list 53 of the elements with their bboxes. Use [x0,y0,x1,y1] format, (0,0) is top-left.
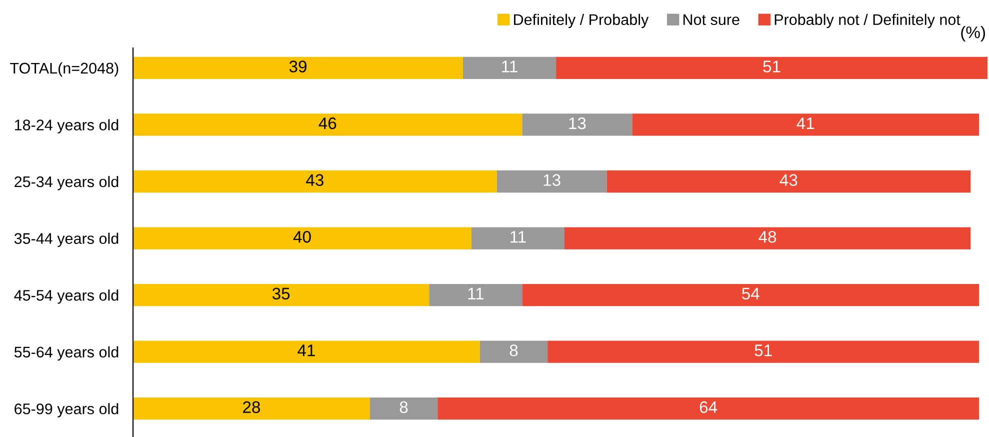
data-label: 8 [400,401,408,414]
data-label: 11 [502,60,518,72]
bar [471,227,564,250]
data-label: 41 [298,344,315,356]
bar [522,284,980,306]
legend-label: Probably not / Definitely not [774,14,960,28]
y-tick-label: 25-34 years old [14,176,118,190]
data-label: 11 [468,288,484,300]
data-label: 46 [318,117,336,130]
bar [133,340,480,363]
data-label: 13 [569,117,586,130]
bar [564,227,971,250]
bar [133,284,430,306]
data-label: 64 [700,401,718,414]
bar [548,340,980,363]
y-tick-label: 65-99 years old [14,403,118,418]
data-label: 13 [544,174,560,186]
bar [556,56,988,80]
data-label: 43 [306,174,324,186]
text: (%) [961,26,985,42]
bar [133,170,497,193]
y-tick-label: TOTAL(n=2048) [10,62,118,77]
data-label: 39 [289,60,306,72]
bar [133,56,463,80]
bar [480,340,548,363]
data-label: 40 [293,230,311,243]
data-label: 28 [243,401,260,414]
bar [370,398,438,420]
bar [632,114,980,136]
bar [133,227,472,250]
bar [496,170,607,193]
data-label: 43 [780,174,798,186]
legend-label: Definitely / Probably [514,14,649,28]
bar [606,170,971,193]
data-label: 11 [510,231,526,243]
data-label: 35 [272,288,290,300]
y-tick-label: 55-64 years old [14,346,118,361]
y-tick-label: 35-44 years old [14,232,118,247]
data-label: 51 [763,60,780,72]
data-label: 48 [758,230,776,243]
legend-label: Not sure [684,14,740,26]
data-label: 51 [754,344,772,356]
y-tick-label: 18-24 years old [14,119,118,134]
data-label: 8 [510,344,518,356]
bar [438,398,980,420]
y-tick-label: 45-54 years old [14,290,118,304]
data-label: 54 [742,288,760,300]
bar [429,284,522,306]
data-label: 41 [796,118,814,130]
bar [522,114,632,136]
bar [462,56,556,80]
bar [133,398,370,420]
bar [133,114,522,136]
